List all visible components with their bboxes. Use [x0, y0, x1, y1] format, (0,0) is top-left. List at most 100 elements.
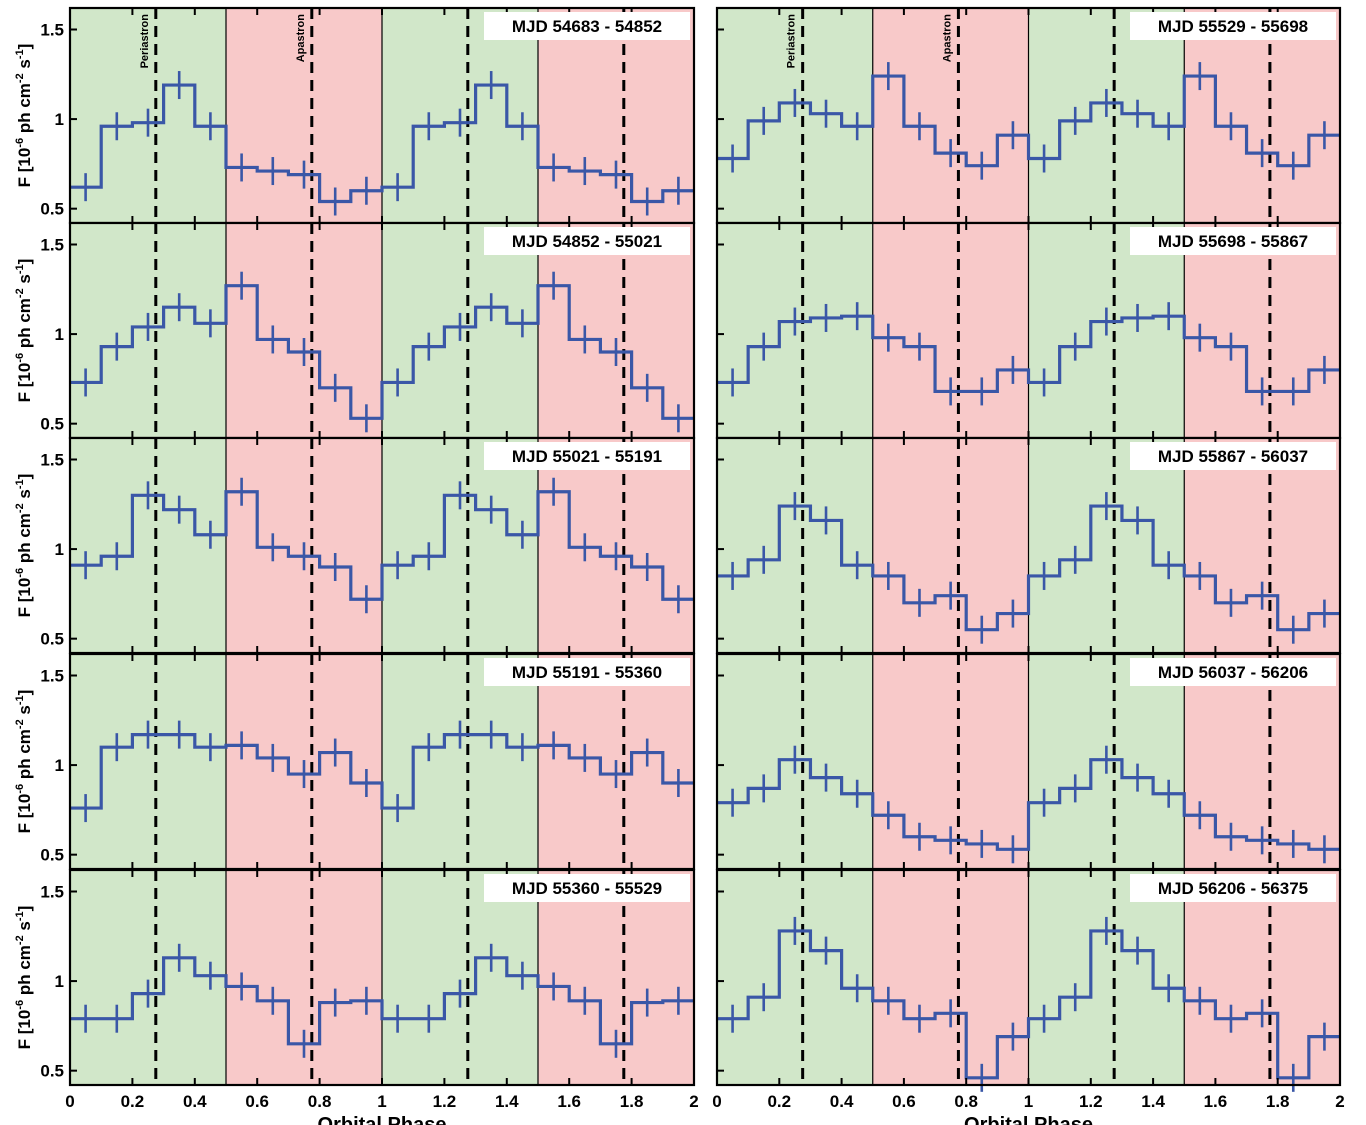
x-axis-title: Orbital Phase — [964, 1114, 1093, 1125]
apastron-annotation: Apastron — [941, 14, 953, 63]
y-tick-label: 1.5 — [40, 667, 64, 686]
mjd-label-box — [1130, 874, 1336, 902]
y-axis-title-part: ph cm — [15, 83, 34, 138]
periastron-annotation: Periastron — [139, 14, 151, 69]
y-axis-title-part: s — [15, 489, 34, 503]
axes-layer: 0 0.2 0.4 0.6 0.8 1 1.2 1.4 1.6 1.8 2 Orbital Phase… — [65, 1092, 1344, 1125]
mjd-label-box — [1130, 658, 1336, 686]
x-tick-label: 1 — [377, 1092, 386, 1111]
y-tick-label: 0.5 — [40, 846, 64, 865]
mjd-label-box — [484, 442, 690, 470]
mjd-label-box — [1130, 442, 1336, 470]
x-tick-label: 0.6 — [245, 1092, 269, 1111]
panels-layer: 0.5 1 1.5 MJD 54683 - 54852 F [10-6 ph cm-2 … — [14, 6, 1342, 1092]
shade-green — [382, 654, 538, 869]
panel-7: MJD 55698 - 55867 — [715, 221, 1342, 440]
y-axis-title-part: ph cm — [15, 729, 34, 784]
y-tick-label: 1 — [55, 972, 64, 991]
x-axis-title: Orbital Phase — [318, 1114, 447, 1125]
mjd-label: MJD 55021 - 55191 — [512, 447, 662, 466]
y-axis-title-part: s — [15, 705, 34, 719]
shade-green — [1028, 438, 1185, 653]
y-axis-title-sup: -2 — [14, 719, 26, 729]
panel-8: MJD 55867 - 56037 — [715, 436, 1342, 655]
shade-green — [382, 438, 538, 653]
mjd-label-box — [484, 227, 690, 255]
x-tick-label: 1.6 — [557, 1092, 581, 1111]
x-axis-left: 0 0.2 0.4 0.6 0.8 1 1.2 1.4 1.6 1.8 2 Orbital Phase — [65, 1092, 698, 1125]
y-axis-title: F [10-6 ph cm-2 s-1] — [14, 906, 34, 1050]
x-tick-label: 1.2 — [433, 1092, 457, 1111]
shade-red — [1184, 870, 1340, 1085]
y-axis-title-part: F [10 — [15, 148, 34, 188]
y-axis-title-sup: -2 — [14, 73, 26, 83]
panel-2: 0.5 1 1.5 MJD 54852 - 55021 F [10-6 ph cm-2 … — [14, 221, 696, 440]
y-axis-title-sup: -1 — [14, 911, 26, 921]
periastron-annotation: Periastron — [786, 14, 798, 69]
y-axis-title-part: ph cm — [15, 945, 34, 1000]
y-tick-label: 1 — [55, 325, 64, 344]
x-tick-label: 0.4 — [183, 1092, 207, 1111]
y-tick-label: 0.5 — [40, 415, 64, 434]
shade-red — [538, 223, 694, 438]
mjd-label: MJD 55529 - 55698 — [1158, 17, 1308, 36]
shade-red — [872, 438, 1029, 653]
y-axis-title-sup: -1 — [14, 49, 26, 59]
x-tick-label: 1.6 — [1204, 1092, 1228, 1111]
y-axis-title-part: ] — [15, 259, 34, 265]
y-axis-title-part: ] — [15, 906, 34, 912]
y-axis-title-part: ph cm — [15, 298, 34, 353]
shade-red — [226, 223, 382, 438]
y-tick-label: 1.5 — [40, 236, 64, 255]
panel-5: 0.5 1 1.5 MJD 55360 - 55529 F [10-6 ph cm-2 … — [14, 868, 696, 1087]
mjd-label-box — [1130, 12, 1336, 40]
y-axis-title-sup: -2 — [14, 935, 26, 945]
panel-10: MJD 56206 - 56375 — [715, 868, 1342, 1092]
y-axis-title-part: ph cm — [15, 513, 34, 568]
shade-green — [1028, 870, 1185, 1085]
shade-red — [872, 8, 1029, 223]
shade-red — [872, 870, 1029, 1085]
y-axis-title-sup: -6 — [14, 353, 26, 363]
shade-red — [872, 223, 1029, 438]
shade-red — [1184, 8, 1340, 223]
y-axis-title-sup: -1 — [14, 479, 26, 489]
x-tick-label: 1.8 — [1266, 1092, 1290, 1111]
flux-step-line — [717, 314, 1340, 394]
y-axis-title-part: F [10 — [15, 1010, 34, 1050]
x-tick-label: 0.8 — [308, 1092, 332, 1111]
apastron-annotation: Apastron — [295, 14, 307, 63]
mjd-label: MJD 56206 - 56375 — [1158, 879, 1308, 898]
y-axis-title-part: F [10 — [15, 578, 34, 618]
y-axis-title-sup: -6 — [14, 138, 26, 148]
y-axis-title-sup: -1 — [14, 264, 26, 274]
y-tick-label: 1 — [55, 756, 64, 775]
y-axis-title-sup: -2 — [14, 288, 26, 298]
y-axis-title-part: ] — [15, 44, 34, 50]
y-tick-label: 1.5 — [40, 883, 64, 902]
shade-green — [717, 438, 873, 653]
x-tick-label: 0.2 — [767, 1092, 791, 1111]
y-tick-label: 0.5 — [40, 1062, 64, 1081]
y-axis-title: F [10-6 ph cm-2 s-1] — [14, 259, 34, 403]
y-tick-label: 1.5 — [40, 451, 64, 470]
y-axis-title-part: s — [15, 274, 34, 288]
mjd-label: MJD 55698 - 55867 — [1158, 232, 1308, 251]
flux-step-line — [70, 956, 694, 1046]
panel-3: 0.5 1 1.5 MJD 55021 - 55191 F [10-6 ph cm-2 … — [14, 436, 696, 655]
y-axis-title-sup: -6 — [14, 568, 26, 578]
y-axis-title-sup: -6 — [14, 1000, 26, 1010]
shade-red — [1184, 223, 1340, 438]
mjd-label-box — [484, 874, 690, 902]
mjd-label-box — [484, 12, 690, 40]
x-tick-label: 2 — [689, 1092, 698, 1111]
y-axis-title: F [10-6 ph cm-2 s-1] — [14, 690, 34, 834]
y-axis-title-part: F [10 — [15, 794, 34, 834]
y-axis-title-sup: -1 — [14, 695, 26, 705]
y-axis-title-sup: -2 — [14, 503, 26, 513]
x-axis-right: 0 0.2 0.4 0.6 0.8 1 1.2 1.4 1.6 1.8 2 Orbital Phase — [712, 1092, 1344, 1125]
y-tick-label: 0.5 — [40, 630, 64, 649]
x-tick-label: 0 — [65, 1092, 74, 1111]
shade-red — [1184, 438, 1340, 653]
